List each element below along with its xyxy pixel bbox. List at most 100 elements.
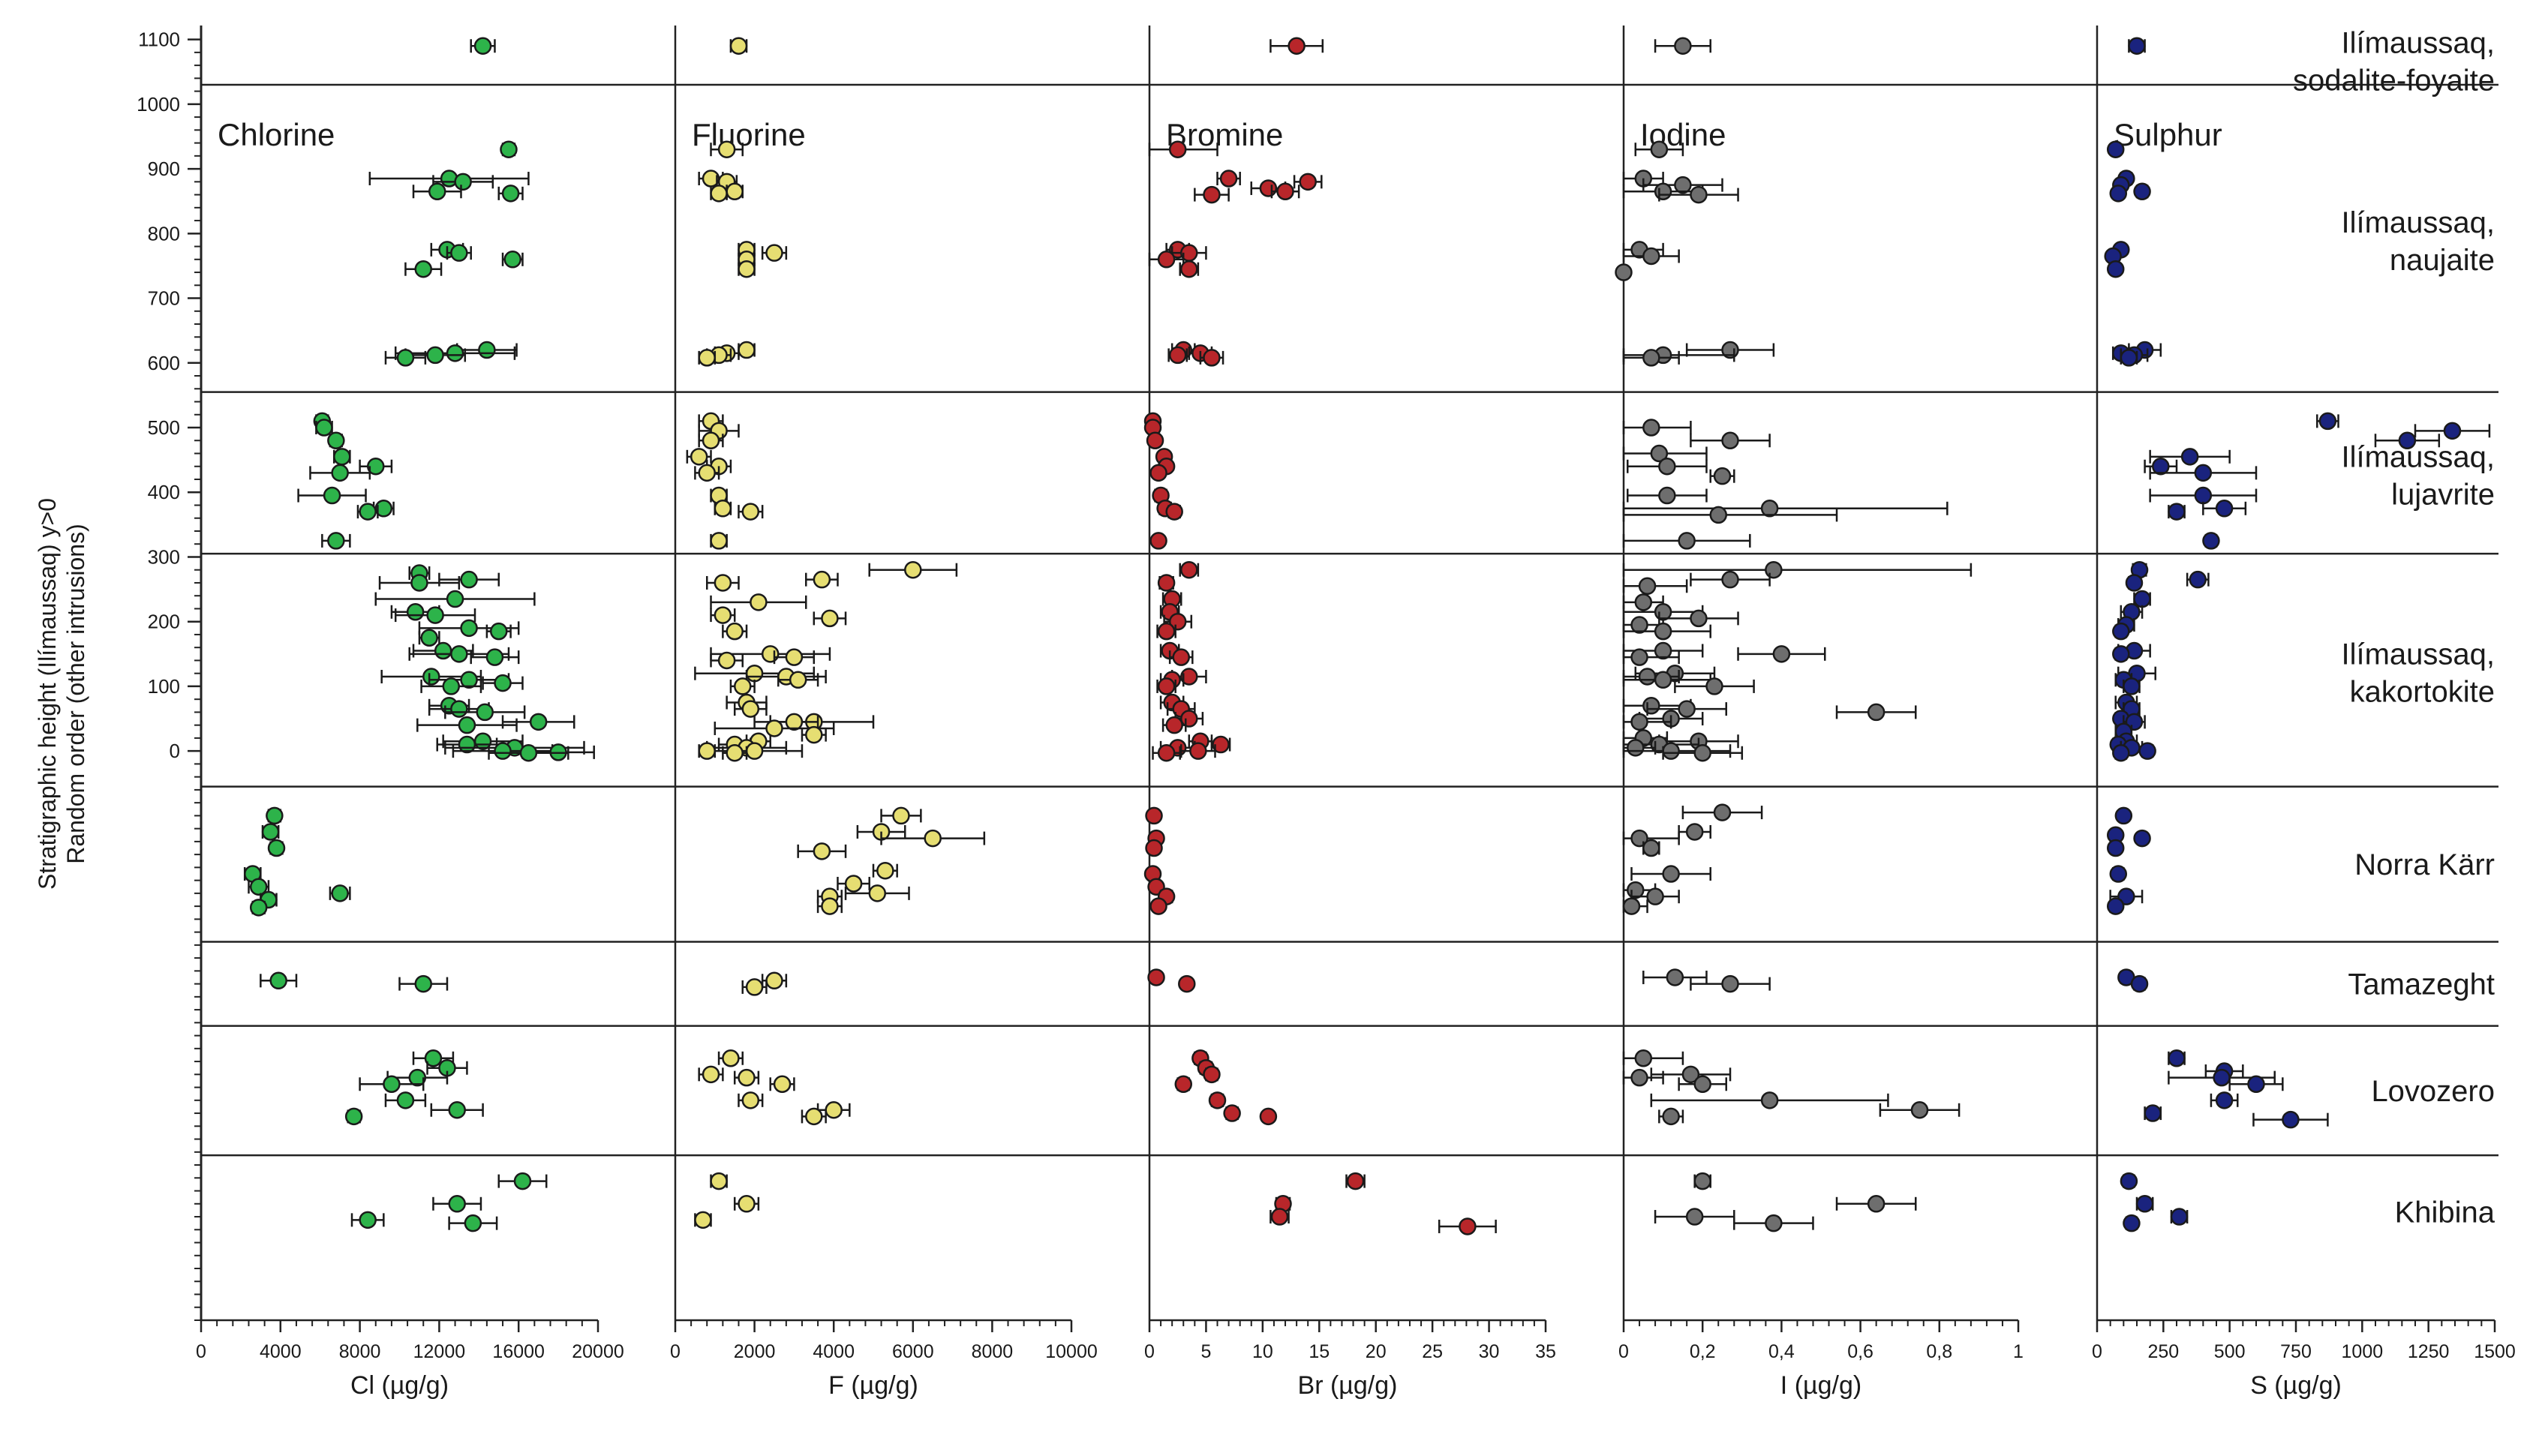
data-point <box>738 1195 756 1213</box>
data-point <box>327 532 345 550</box>
data-point <box>2106 839 2125 857</box>
data-point <box>1203 349 1221 367</box>
data-point <box>2135 1195 2154 1213</box>
data-point <box>1145 839 1163 857</box>
data-point <box>344 1107 363 1126</box>
x-tick-label: 0 <box>670 1341 681 1362</box>
data-point <box>805 725 823 744</box>
data-point <box>765 719 783 737</box>
panel-title: Sulphur <box>2114 117 2222 152</box>
data-point <box>464 1214 482 1232</box>
data-point <box>1172 648 1190 666</box>
data-point <box>500 140 518 158</box>
data-point <box>1678 700 1696 718</box>
x-tick-label: 10000 <box>1045 1341 1098 1362</box>
data-point <box>785 713 804 731</box>
data-point <box>1259 1107 1278 1126</box>
data-point <box>750 593 768 611</box>
data-point <box>1674 176 1692 194</box>
y-tick-label: 900 <box>148 158 180 180</box>
data-point <box>396 1091 415 1109</box>
data-point <box>490 622 508 641</box>
data-point <box>501 185 520 203</box>
data-point <box>726 744 744 762</box>
data-point <box>1157 744 1176 762</box>
data-point <box>1149 532 1167 550</box>
data-point <box>702 1065 720 1084</box>
data-point <box>383 1075 401 1094</box>
data-point <box>2109 185 2128 203</box>
data-point <box>1760 1091 1779 1109</box>
data-point <box>738 1068 756 1087</box>
data-point <box>1149 464 1167 482</box>
data-point <box>315 419 333 437</box>
data-point <box>2120 349 2138 367</box>
data-point <box>266 806 284 825</box>
data-point <box>1910 1100 1929 1119</box>
y-axis: 0 100 200 300 400 500 600 700 800 900 1000 1100 <box>137 26 203 1321</box>
x-tick-label: 0 <box>196 1341 206 1362</box>
x-tick-label: 1000 <box>2342 1341 2384 1362</box>
data-point <box>722 1049 740 1067</box>
x-axis-title: Cl (µg/g) <box>350 1371 449 1400</box>
data-point <box>267 839 286 857</box>
y-tick-label: 1000 <box>137 93 180 116</box>
x-tick-label: 0,6 <box>1847 1341 1873 1362</box>
x-tick-label: 6000 <box>892 1341 934 1362</box>
data-point <box>1650 140 1669 158</box>
data-point <box>1705 677 1723 695</box>
data-point <box>1765 1214 1783 1232</box>
data-point <box>1642 697 1660 715</box>
data-point <box>1212 735 1230 754</box>
data-point <box>2133 829 2151 848</box>
data-point <box>1690 609 1708 628</box>
data-point <box>2120 1172 2138 1190</box>
data-point <box>1867 703 1885 722</box>
data-point <box>717 140 736 158</box>
data-point <box>1772 645 1791 663</box>
data-point <box>485 648 504 666</box>
x-axis-title: S (µg/g) <box>2250 1371 2342 1400</box>
data-point <box>741 503 760 521</box>
data-point <box>1288 37 1306 55</box>
data-point <box>408 1068 427 1087</box>
data-point <box>1203 185 1221 204</box>
data-point <box>1627 881 1645 899</box>
data-point <box>458 735 476 754</box>
group-label: Ilímaussaq, <box>2341 26 2495 59</box>
data-point <box>446 344 464 362</box>
panel-sulphur: 0 250 500 750 1000 1250 1500 S (µg/g) Sulphur <box>2092 26 2516 1400</box>
data-point <box>446 590 464 608</box>
data-point <box>1654 622 1672 641</box>
data-point <box>1662 1107 1680 1126</box>
x-axis-title: I (µg/g) <box>1780 1371 1861 1400</box>
data-point <box>529 713 548 731</box>
data-point <box>2106 897 2125 915</box>
data-point <box>789 671 807 689</box>
data-point <box>1642 419 1660 437</box>
data-point <box>450 645 468 663</box>
x-tick-label: 8000 <box>339 1341 381 1362</box>
x-tick-label: 16000 <box>492 1341 545 1362</box>
data-point <box>876 861 894 880</box>
data-point <box>2125 574 2144 592</box>
data-point <box>1760 500 1779 518</box>
data-point <box>450 700 468 718</box>
data-point <box>519 744 538 762</box>
data-point <box>2133 182 2151 201</box>
group-label: Ilímaussaq, <box>2341 206 2495 239</box>
data-point <box>765 971 783 990</box>
x-tick-label: 4000 <box>260 1341 302 1362</box>
data-point <box>1630 616 1648 634</box>
data-point <box>1642 349 1660 367</box>
x-tick-label: 1 <box>2013 1341 2024 1362</box>
data-point <box>698 349 716 367</box>
data-point <box>1180 560 1198 579</box>
data-point <box>745 664 764 683</box>
data-point <box>765 244 783 262</box>
data-point <box>1713 467 1732 485</box>
data-point <box>1180 260 1198 278</box>
data-point <box>2106 260 2125 278</box>
data-point <box>2123 677 2141 695</box>
